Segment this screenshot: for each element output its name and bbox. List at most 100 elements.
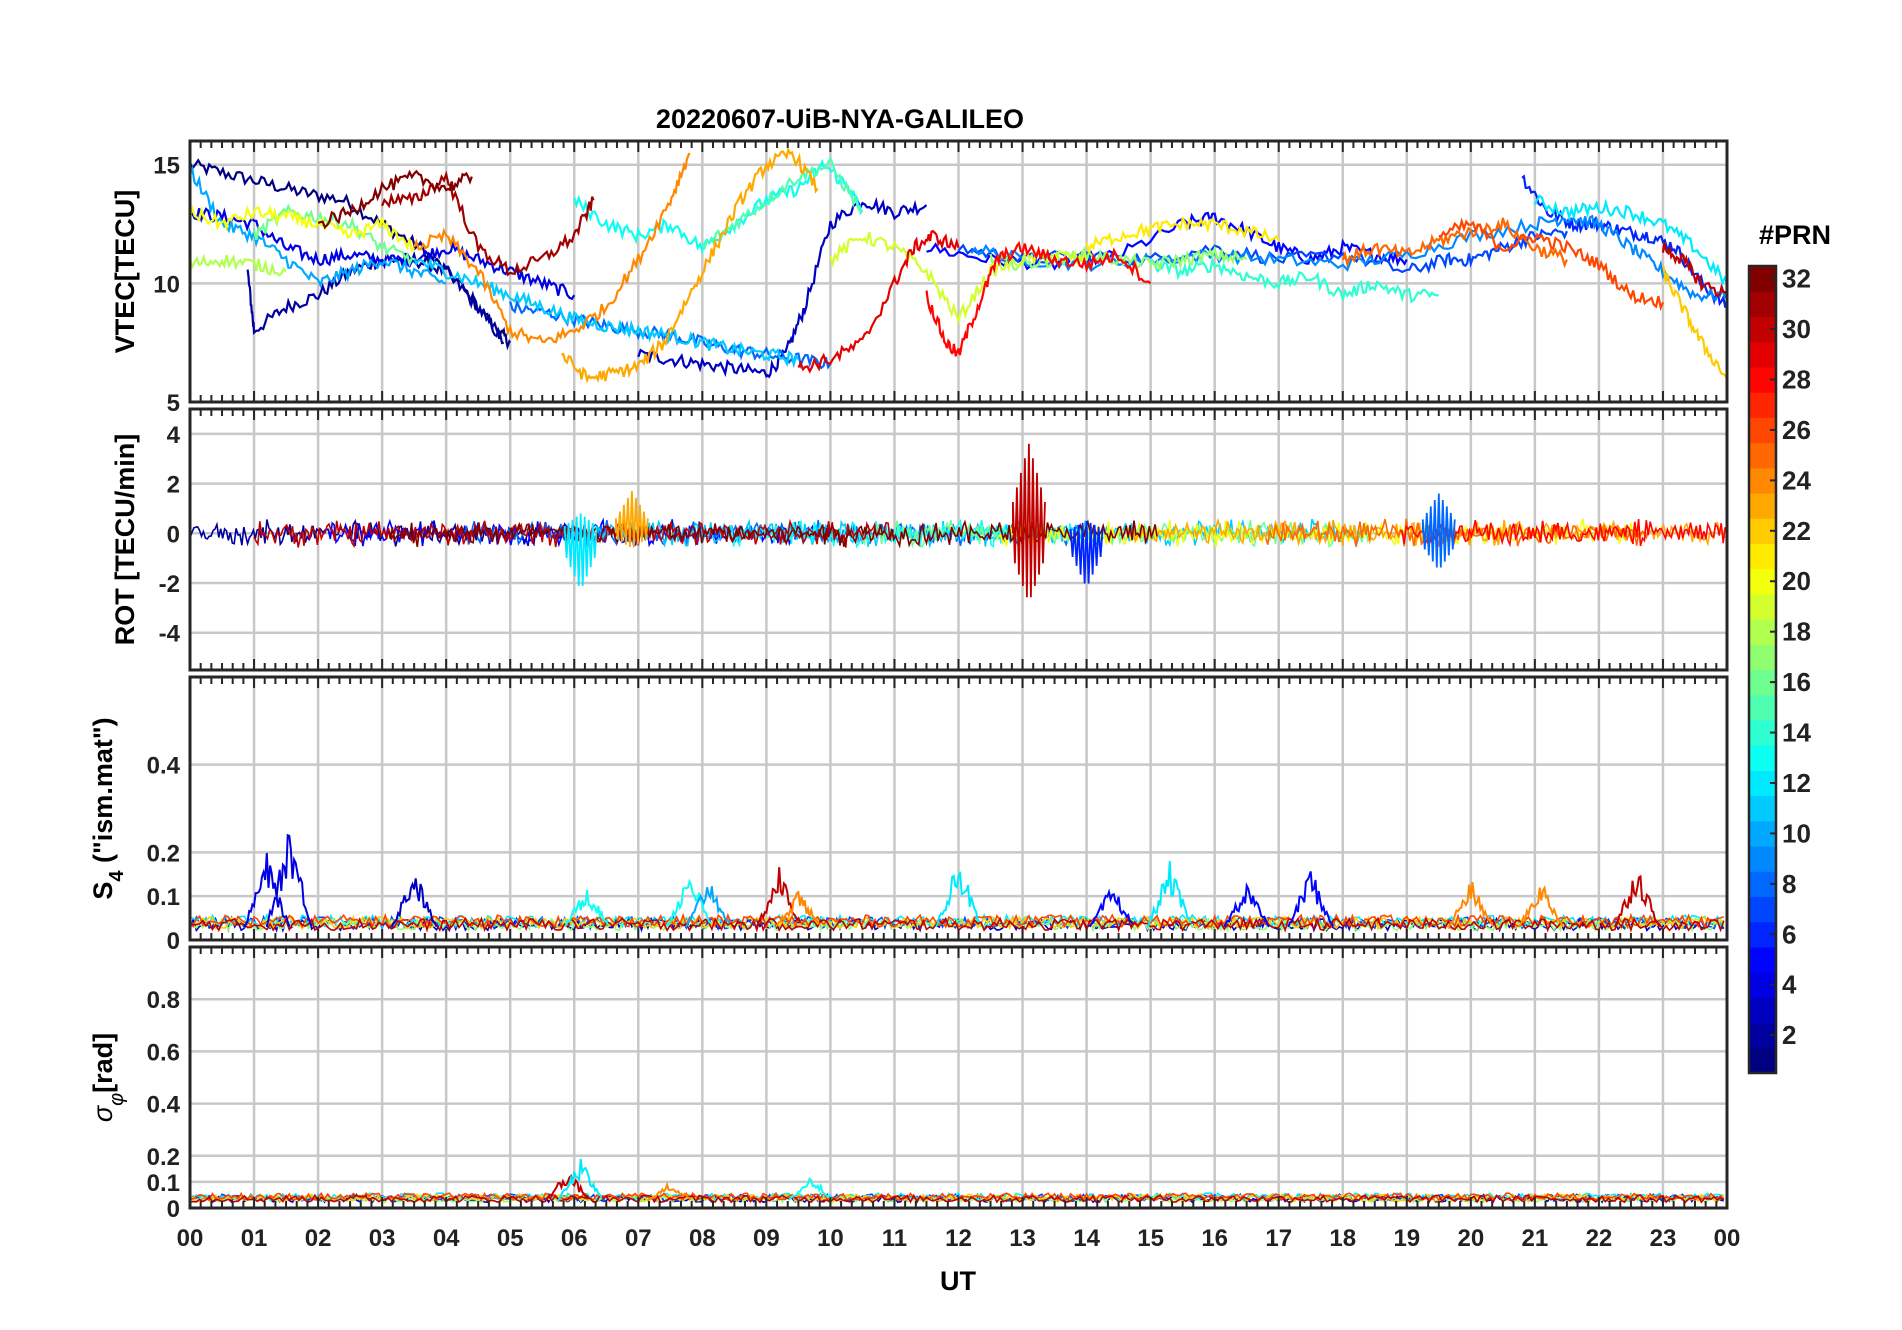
colorbar-band — [1749, 896, 1776, 923]
colorbar-tick-label: 20 — [1782, 566, 1811, 596]
vtec-series-prn-30 — [1661, 242, 1727, 298]
y-tick-label: 15 — [153, 153, 180, 180]
x-tick-label: 06 — [561, 1225, 588, 1252]
x-tick-label: 07 — [625, 1225, 652, 1252]
panel-frame — [188, 675, 1729, 942]
colorbar-band — [1749, 745, 1776, 771]
x-tick-label: 15 — [1137, 1225, 1164, 1252]
colorbar-band — [1749, 644, 1776, 671]
vtec-series-prn-12 — [1533, 194, 1727, 286]
rot-series-prn-30 — [253, 518, 895, 549]
colorbar-band — [1749, 442, 1776, 469]
colorbar-band — [1749, 492, 1776, 519]
colorbar-tick-label: 22 — [1782, 516, 1811, 546]
y-tick-label: 0.2 — [147, 1144, 180, 1171]
y-tick-label: 0 — [167, 928, 180, 955]
s4-burst-prn-30 — [1613, 874, 1661, 928]
colorbar-band — [1749, 291, 1776, 318]
rot-spike-prn-30 — [1012, 443, 1046, 598]
x-tick-label: 13 — [1009, 1225, 1036, 1252]
s4-burst-prn-3 — [390, 878, 438, 928]
x-tick-label: 23 — [1650, 1225, 1677, 1252]
s4-burst-prn-5 — [1223, 882, 1270, 928]
vtec-series-prn-22 — [1661, 265, 1727, 379]
vtec-series-prn-25 — [1341, 217, 1568, 269]
rot-spike-prn-12 — [563, 513, 598, 586]
colorbar-tick-label: 30 — [1782, 314, 1811, 344]
x-axis-label: UT — [940, 1266, 976, 1296]
x-tick-label: 21 — [1522, 1225, 1549, 1252]
colorbar-band — [1749, 997, 1776, 1024]
colorbar-band — [1749, 341, 1776, 368]
x-tick-label: 09 — [753, 1225, 780, 1252]
colorbar-tick-label: 4 — [1782, 970, 1797, 1000]
rot-spike-prn-8 — [1421, 493, 1456, 568]
panel-frame — [188, 139, 1729, 404]
x-tick-label: 14 — [1073, 1225, 1100, 1252]
colorbar-band — [1749, 593, 1776, 620]
x-tick-label: 10 — [817, 1225, 844, 1252]
y-tick-label: 5 — [167, 390, 180, 417]
vtec-series-prn-28 — [925, 240, 1152, 357]
y-tick-label: 2 — [167, 472, 180, 499]
colorbar-band — [1749, 543, 1776, 570]
vtec-series-prn-3 — [637, 196, 928, 379]
x-tick-label: 05 — [497, 1225, 524, 1252]
vtec-series-prn-20 — [190, 204, 415, 254]
s4-baseline-prn-30 — [190, 915, 1725, 933]
vtec-series-prn-10 — [190, 165, 447, 289]
x-tick-label: 04 — [433, 1225, 460, 1252]
x-tick-label: 16 — [1201, 1225, 1228, 1252]
vtec-series-prn-11 — [413, 257, 800, 369]
colorbar-tick-label: 14 — [1782, 718, 1811, 748]
colorbar-tick-label: 12 — [1782, 768, 1811, 798]
rot-series-prn-32 — [387, 519, 1158, 549]
chart-title: 20220607-UiB-NYA-GALILEO — [656, 104, 1024, 134]
colorbar-band — [1749, 846, 1776, 872]
y-axis-label: ROT [TECU/min] — [110, 434, 140, 645]
vtec-series-prn-24 — [413, 152, 691, 345]
x-tick-label: 12 — [945, 1225, 972, 1252]
y-tick-label: 0.4 — [147, 1092, 181, 1119]
vtec-series-prn-4 — [190, 207, 576, 301]
s4-burst-prn-12 — [935, 871, 981, 928]
x-tick-label: 00 — [1714, 1225, 1741, 1252]
colorbar-band — [1749, 392, 1776, 418]
colorbar-tick-label: 26 — [1782, 415, 1811, 445]
panel-sigma_phi: 00.10.2 0.4 0.6 0.8 σφ[rad] — [88, 945, 1729, 1223]
y-tick-label: 0.1 — [147, 884, 180, 911]
colorbar-band — [1749, 694, 1776, 721]
vtec-series-prn-21 — [1085, 215, 1280, 255]
vtec-series-prn-7 — [957, 228, 1568, 275]
series-group — [190, 146, 1727, 384]
series-group — [190, 833, 1725, 934]
y-tick-label: 0.8 — [147, 987, 180, 1014]
colorbar-tick-label: 6 — [1782, 919, 1796, 949]
s4-burst-prn-13 — [563, 889, 609, 928]
x-tick-label: 02 — [305, 1225, 332, 1252]
x-tick-label: 00 — [177, 1225, 204, 1252]
vtec-series-prn-26 — [1438, 217, 1665, 312]
panel-s4: 0 0.1 0.2 0.4 S4 ("ism.mat") — [88, 675, 1729, 955]
vtec-series-prn-9 — [970, 214, 1727, 303]
y-tick-label: -2 — [159, 571, 180, 598]
panel-frame — [188, 945, 1729, 1210]
y-tick-label: 10 — [153, 271, 180, 298]
x-tick-label: 08 — [689, 1225, 716, 1252]
vtec-series-prn-31 — [381, 170, 595, 277]
x-tick-label: 01 — [241, 1225, 268, 1252]
s4-burst-prn-4 — [265, 833, 313, 928]
rot-series-prn-25 — [1265, 518, 1649, 547]
colorbar-tick-label: 16 — [1782, 667, 1811, 697]
y-tick-label: 0.6 — [147, 1039, 180, 1066]
rot-spike-prn-6 — [1069, 520, 1104, 584]
y-tick-label: -4 — [159, 621, 181, 648]
y-tick-label: 0.4 — [147, 753, 181, 780]
s4-burst-prn-24 — [1447, 881, 1495, 928]
colorbar-band — [1749, 1047, 1776, 1074]
s4-burst-prn-5 — [1088, 888, 1134, 928]
y-axis-label: σφ[rad] — [88, 1033, 128, 1122]
